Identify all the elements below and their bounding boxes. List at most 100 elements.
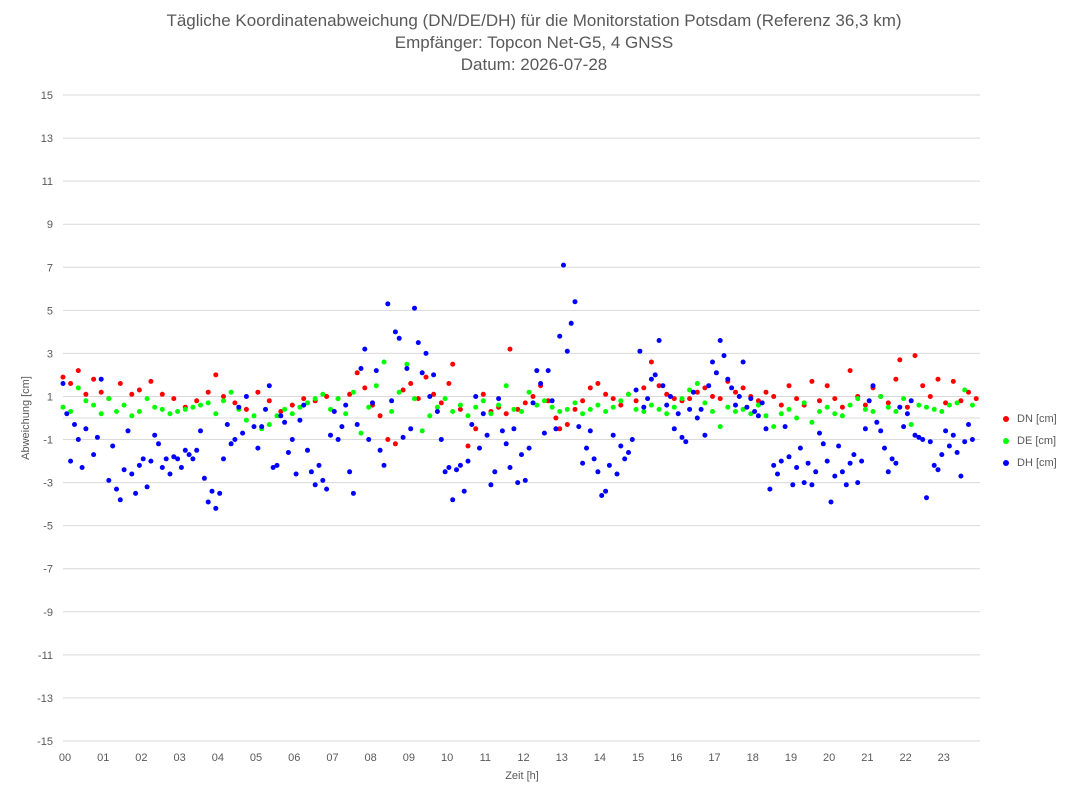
data-point bbox=[75, 385, 81, 391]
data-point bbox=[668, 394, 673, 399]
legend-item-de: DE [cm] bbox=[1003, 430, 1057, 452]
data-point bbox=[878, 394, 884, 399]
data-point bbox=[385, 437, 391, 442]
data-point bbox=[159, 465, 165, 470]
data-point bbox=[400, 434, 406, 440]
data-point bbox=[347, 391, 353, 397]
data-point bbox=[763, 426, 769, 432]
data-point bbox=[675, 411, 681, 417]
data-point bbox=[106, 477, 112, 483]
data-point bbox=[522, 400, 528, 406]
data-point bbox=[694, 389, 700, 395]
data-point bbox=[480, 398, 486, 404]
data-point bbox=[580, 460, 586, 466]
data-point bbox=[706, 383, 712, 389]
data-point bbox=[98, 389, 104, 395]
data-point bbox=[507, 346, 513, 352]
data-point bbox=[366, 404, 372, 410]
data-point bbox=[217, 490, 223, 496]
data-point bbox=[545, 368, 551, 374]
data-point bbox=[683, 439, 689, 445]
data-point bbox=[794, 396, 800, 402]
data-point bbox=[396, 389, 402, 395]
data-point bbox=[350, 389, 356, 395]
data-point bbox=[572, 406, 578, 412]
data-point bbox=[958, 398, 964, 404]
data-point bbox=[354, 370, 360, 376]
data-point bbox=[438, 437, 444, 442]
y-tick-label: 7 bbox=[47, 262, 53, 274]
x-tick-label: 21 bbox=[861, 752, 873, 764]
data-point bbox=[794, 415, 800, 421]
data-point bbox=[75, 437, 81, 442]
data-point bbox=[904, 404, 910, 410]
data-point bbox=[885, 469, 891, 475]
data-point bbox=[446, 465, 452, 470]
data-point bbox=[68, 381, 74, 386]
data-point bbox=[83, 391, 89, 397]
data-point bbox=[622, 456, 628, 462]
data-point bbox=[824, 383, 830, 389]
data-point bbox=[438, 400, 444, 406]
data-point bbox=[755, 413, 761, 419]
data-point bbox=[549, 404, 555, 410]
data-point bbox=[385, 301, 391, 307]
data-point bbox=[641, 385, 647, 391]
data-point bbox=[236, 404, 242, 410]
data-point bbox=[870, 383, 876, 389]
data-point bbox=[633, 387, 639, 393]
data-point bbox=[626, 391, 631, 397]
data-point bbox=[935, 467, 941, 473]
data-point bbox=[270, 465, 276, 470]
data-point bbox=[362, 346, 368, 352]
data-point bbox=[645, 396, 651, 402]
data-point bbox=[396, 335, 402, 341]
data-point bbox=[839, 404, 845, 410]
data-point bbox=[60, 404, 66, 410]
data-point bbox=[94, 434, 100, 440]
data-point bbox=[828, 499, 834, 505]
data-point bbox=[480, 411, 486, 417]
data-point bbox=[117, 381, 123, 386]
data-point bbox=[519, 452, 524, 458]
data-point bbox=[232, 437, 238, 442]
data-point bbox=[904, 411, 910, 417]
data-point bbox=[190, 404, 196, 410]
data-point bbox=[68, 458, 74, 464]
data-point bbox=[148, 458, 154, 464]
data-point bbox=[946, 443, 952, 449]
data-point bbox=[538, 381, 544, 386]
data-point bbox=[641, 409, 647, 414]
data-point bbox=[664, 402, 670, 408]
data-point bbox=[786, 454, 792, 460]
data-point bbox=[251, 424, 257, 430]
data-point bbox=[144, 396, 150, 402]
data-point bbox=[687, 406, 693, 412]
data-point bbox=[144, 484, 150, 490]
data-point bbox=[893, 409, 899, 414]
data-point bbox=[412, 305, 417, 311]
data-point bbox=[404, 366, 410, 371]
data-point bbox=[251, 413, 257, 419]
data-point bbox=[545, 398, 551, 404]
data-point bbox=[442, 396, 448, 402]
data-point bbox=[427, 413, 433, 419]
data-point bbox=[473, 426, 479, 432]
data-point bbox=[305, 400, 310, 406]
data-point bbox=[412, 396, 417, 402]
data-point bbox=[159, 406, 165, 412]
data-point bbox=[278, 413, 284, 419]
data-point bbox=[671, 396, 677, 402]
data-point bbox=[599, 493, 605, 498]
data-point bbox=[121, 402, 127, 408]
data-point bbox=[866, 398, 872, 404]
data-point bbox=[729, 385, 735, 391]
data-point bbox=[266, 422, 272, 427]
data-point bbox=[496, 396, 502, 402]
data-point bbox=[610, 404, 616, 410]
data-point bbox=[431, 372, 437, 378]
data-point bbox=[771, 424, 777, 430]
data-point bbox=[274, 462, 280, 468]
data-point bbox=[526, 389, 532, 395]
